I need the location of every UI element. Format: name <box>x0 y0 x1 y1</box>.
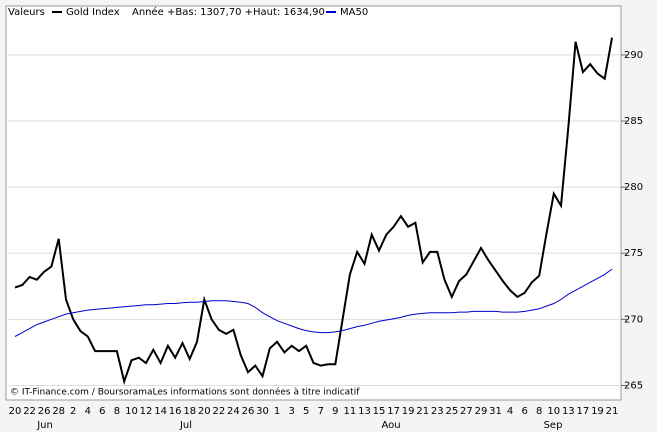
x-tick-label: 15 <box>373 406 386 417</box>
x-tick-label: 21 <box>606 406 619 417</box>
footer: © IT-Finance.com / BoursoramaLes informa… <box>10 387 360 398</box>
x-tick-label: 26 <box>242 406 255 417</box>
series-line <box>14 37 613 386</box>
x-tick-label: 17 <box>387 406 400 417</box>
x-tick-label: 27 <box>460 406 473 417</box>
x-tick-label: 31 <box>489 406 502 417</box>
y-tick-label: 290 <box>624 50 643 61</box>
y-tick-label: 285 <box>624 116 643 127</box>
y-tick-label: 280 <box>624 182 643 193</box>
x-tick-label: 25 <box>445 406 458 417</box>
x-tick-label: 28 <box>52 406 65 417</box>
plot-area <box>5 5 622 401</box>
range-note: Année +Bas: 1307,70 +Haut: 1634,90 <box>132 6 325 18</box>
month-label: Aou <box>381 420 400 431</box>
month-label: Jun <box>36 420 53 431</box>
x-tick-label: 26 <box>38 406 51 417</box>
x-tick-label: 7 <box>318 406 324 417</box>
y-tick-label: 275 <box>624 248 643 259</box>
x-tick-label: 9 <box>332 406 338 417</box>
x-tick-label: 21 <box>416 406 429 417</box>
x-tick-label: 4 <box>507 406 513 417</box>
x-tick-label: 4 <box>85 406 91 417</box>
legend-entry: Gold Index <box>66 7 120 18</box>
x-tick-label: 5 <box>303 406 309 417</box>
x-tick-label: 30 <box>256 406 269 417</box>
x-tick-label: 8 <box>536 406 542 417</box>
y-tick-label: 265 <box>624 380 643 391</box>
series-line <box>14 268 613 337</box>
x-tick-label: 16 <box>169 406 182 417</box>
x-tick-label: 19 <box>591 406 604 417</box>
x-tick-label: 2 <box>70 406 76 417</box>
x-tick-label: 8 <box>114 406 120 417</box>
x-tick-label: 1 <box>274 406 280 417</box>
x-tick-label: 10 <box>547 406 560 417</box>
x-tick-label: 12 <box>140 406 153 417</box>
x-tick-label: 17 <box>577 406 590 417</box>
month-label: Jul <box>179 420 192 431</box>
x-tick-label: 29 <box>475 406 488 417</box>
x-tick-label: 13 <box>562 406 575 417</box>
x-tick-label: 14 <box>154 406 167 417</box>
month-label: Sep <box>544 420 563 431</box>
legend-entry: MA50 <box>340 7 368 18</box>
x-tick-label: 22 <box>212 406 225 417</box>
x-tick-label: 20 <box>9 406 22 417</box>
x-tick-label: 11 <box>344 406 357 417</box>
x-tick-label: 6 <box>521 406 527 417</box>
x-tick-label: 13 <box>358 406 371 417</box>
x-tick-label: 19 <box>402 406 415 417</box>
x-tick-label: 22 <box>23 406 36 417</box>
x-tick-label: 6 <box>99 406 105 417</box>
y-tick-label: 270 <box>624 314 643 325</box>
x-tick-label: 18 <box>183 406 196 417</box>
x-tick-label: 10 <box>125 406 138 417</box>
x-tick-label: 3 <box>288 406 294 417</box>
x-tick-label: 23 <box>431 406 444 417</box>
x-tick-label: 24 <box>227 406 240 417</box>
legend-label: Valeurs <box>8 7 45 18</box>
x-tick-label: 20 <box>198 406 211 417</box>
